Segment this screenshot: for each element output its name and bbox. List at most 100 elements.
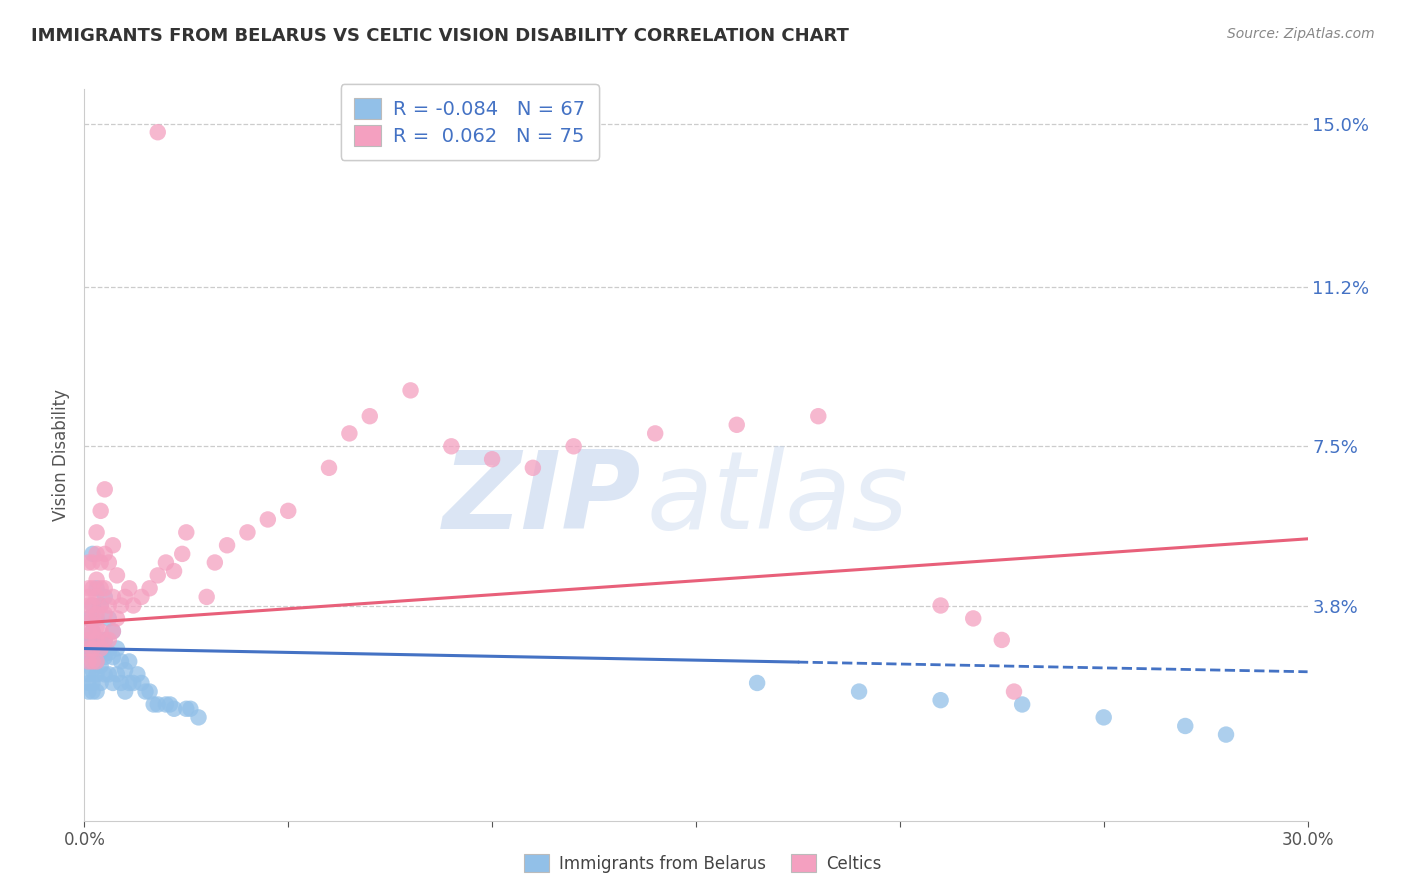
Point (101, 676, 124, 690)
Point (77, 599, 100, 613)
Point (90, 646, 112, 660)
Point (86, 582, 108, 596)
Point (93, 590, 115, 604)
Point (82, 641, 104, 656)
Point (807, 409, 830, 424)
Point (86, 573, 108, 587)
Legend: R = -0.084   N = 67, R =  0.062   N = 75: R = -0.084 N = 67, R = 0.062 N = 75 (340, 84, 599, 160)
Point (481, 452, 503, 467)
Point (93, 582, 115, 596)
Point (77, 624, 100, 639)
Point (93, 632, 115, 647)
Point (277, 504, 299, 518)
Point (522, 460, 544, 475)
Point (1174, 719, 1197, 733)
Point (86, 525, 108, 540)
Point (90, 641, 112, 656)
Point (159, 698, 181, 712)
Point (122, 599, 145, 613)
Point (105, 611, 128, 625)
Point (97, 556, 120, 570)
Point (146, 698, 169, 712)
Point (86, 547, 108, 561)
Point (86, 684, 108, 698)
Point (82, 624, 104, 639)
Point (82, 556, 104, 570)
Point (86, 620, 108, 634)
Point (848, 684, 870, 698)
Point (82, 632, 104, 647)
Text: Source: ZipAtlas.com: Source: ZipAtlas.com (1227, 27, 1375, 41)
Point (991, 632, 1014, 647)
Y-axis label: Vision Disability: Vision Disability (52, 389, 70, 521)
Point (86, 611, 108, 625)
Point (138, 684, 160, 698)
Point (82, 663, 104, 677)
Point (174, 525, 197, 540)
Point (77, 646, 100, 660)
Point (163, 702, 186, 716)
Point (217, 538, 239, 552)
Point (82, 611, 104, 625)
Point (155, 556, 177, 570)
Point (90, 676, 112, 690)
Point (82, 641, 104, 656)
Point (1092, 710, 1115, 724)
Point (440, 439, 463, 453)
Point (122, 676, 145, 690)
Point (86, 655, 108, 669)
Point (399, 384, 422, 398)
Point (562, 439, 585, 453)
Point (101, 624, 124, 639)
Point (86, 590, 108, 604)
Point (77, 611, 100, 625)
Point (962, 611, 984, 625)
Point (86, 632, 108, 647)
Text: atlas: atlas (647, 446, 908, 551)
Point (82, 547, 104, 561)
Point (127, 667, 149, 681)
Point (97, 667, 120, 681)
Point (644, 426, 666, 441)
Point (82, 650, 104, 665)
Legend: Immigrants from Belarus, Celtics: Immigrants from Belarus, Celtics (517, 847, 889, 880)
Point (86, 607, 108, 621)
Point (101, 650, 124, 665)
Point (135, 684, 157, 698)
Point (359, 409, 381, 424)
Point (204, 556, 226, 570)
Point (93, 483, 115, 497)
Point (90, 556, 112, 570)
Point (77, 632, 100, 647)
Point (77, 641, 100, 656)
Point (82, 599, 104, 613)
Point (82, 676, 104, 690)
Point (110, 655, 132, 669)
Point (131, 676, 153, 690)
Point (77, 667, 100, 681)
Point (90, 632, 112, 647)
Point (1011, 698, 1033, 712)
Point (131, 590, 153, 604)
Point (339, 426, 361, 441)
Point (82, 582, 104, 596)
Point (114, 684, 136, 698)
Point (163, 564, 186, 578)
Point (93, 547, 115, 561)
Point (138, 582, 160, 596)
Point (77, 582, 100, 596)
Point (90, 504, 112, 518)
Point (105, 641, 128, 656)
Point (90, 624, 112, 639)
Point (105, 568, 128, 582)
Point (77, 641, 100, 656)
Point (77, 590, 100, 604)
Point (97, 611, 120, 625)
Point (118, 582, 141, 596)
Point (114, 590, 136, 604)
Point (318, 460, 340, 475)
Text: ZIP: ZIP (443, 446, 641, 552)
Point (90, 658, 112, 673)
Point (929, 693, 952, 707)
Point (118, 676, 141, 690)
